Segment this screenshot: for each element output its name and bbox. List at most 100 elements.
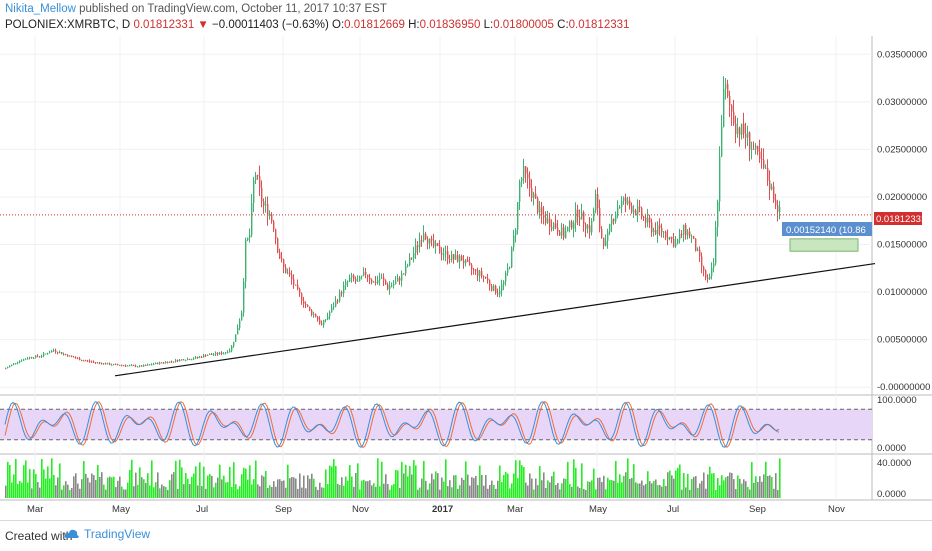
volume-bar bbox=[5, 485, 7, 498]
volume-bar bbox=[231, 486, 233, 498]
measure-range-box[interactable] bbox=[789, 238, 859, 252]
volume-bar bbox=[585, 489, 587, 498]
candle-body bbox=[13, 363, 15, 365]
volume-tick-label: 0.0000 bbox=[877, 489, 906, 500]
volume-bar bbox=[369, 480, 371, 498]
candle-body bbox=[9, 365, 11, 368]
candle-body bbox=[439, 245, 441, 253]
candle-body bbox=[349, 277, 351, 282]
volume-bar bbox=[503, 475, 505, 498]
candle-body bbox=[615, 214, 617, 222]
candle-body bbox=[129, 365, 131, 367]
candle-body bbox=[659, 225, 661, 229]
candle-body bbox=[543, 214, 545, 218]
volume-bar bbox=[43, 469, 45, 498]
time-axis[interactable]: Mar May Jul Sep Nov 2017 Mar May Jul Sep Nov bbox=[27, 504, 845, 515]
candle-body bbox=[353, 275, 355, 279]
volume-bar bbox=[343, 485, 345, 498]
volume-bar bbox=[229, 466, 231, 498]
volume-bar bbox=[713, 473, 715, 498]
candle-body bbox=[511, 247, 513, 268]
volume-bar bbox=[187, 478, 189, 498]
volume-bar bbox=[629, 478, 631, 498]
candle-body bbox=[127, 365, 129, 367]
candle-body bbox=[95, 362, 97, 364]
candle-body bbox=[745, 133, 747, 138]
candle-body bbox=[253, 180, 255, 204]
candle-body bbox=[635, 210, 637, 215]
candle-body bbox=[29, 357, 31, 359]
candle-body bbox=[105, 363, 107, 365]
support-trendline[interactable] bbox=[114, 262, 876, 377]
volume-bar bbox=[305, 488, 307, 498]
candle-body bbox=[347, 281, 349, 283]
tradingview-brand[interactable]: TradingView bbox=[64, 527, 150, 541]
volume-bar bbox=[457, 488, 459, 498]
candle-body bbox=[161, 362, 163, 364]
trendline[interactable] bbox=[114, 238, 876, 377]
candle-body bbox=[701, 256, 703, 267]
volume-bar bbox=[179, 459, 181, 498]
volume-bar bbox=[765, 461, 767, 498]
candle-body bbox=[687, 231, 689, 236]
candle-body bbox=[363, 271, 365, 276]
volume-bar bbox=[205, 488, 207, 498]
volume-bar bbox=[181, 467, 183, 498]
volume-bar bbox=[141, 477, 143, 498]
candle-body bbox=[71, 355, 73, 357]
candle-body bbox=[679, 233, 681, 240]
candle-body bbox=[479, 271, 481, 276]
volume-bar bbox=[37, 482, 39, 498]
volume-bar bbox=[529, 473, 531, 498]
volume-bar bbox=[499, 465, 501, 498]
volume-bar bbox=[527, 485, 529, 498]
volume-bar bbox=[657, 485, 659, 498]
candle-body bbox=[565, 231, 567, 238]
candle-body bbox=[405, 265, 407, 274]
candle-body bbox=[637, 206, 639, 215]
volume-bar bbox=[707, 474, 709, 498]
candle-body bbox=[661, 228, 663, 233]
volume-bar bbox=[169, 480, 171, 498]
volume-bar bbox=[581, 463, 583, 498]
candle-body bbox=[731, 105, 733, 112]
volume-bar bbox=[465, 461, 467, 498]
volume-bar bbox=[313, 478, 315, 498]
volume-bar bbox=[65, 481, 67, 498]
candle-body bbox=[97, 362, 99, 364]
volume-bar bbox=[291, 477, 293, 498]
volume-bar bbox=[393, 484, 395, 498]
symbol-label[interactable]: POLONIEX:XMRBTC, D bbox=[5, 19, 131, 31]
candle-body bbox=[203, 355, 205, 358]
candle-body bbox=[779, 207, 781, 213]
volume-bar bbox=[251, 484, 253, 498]
volume-bar bbox=[215, 482, 217, 498]
volume-bar bbox=[473, 478, 475, 498]
candle-body bbox=[229, 350, 231, 353]
volume-bar bbox=[509, 488, 511, 498]
footer: Created with TradingView bbox=[0, 520, 932, 551]
candle-body bbox=[87, 360, 89, 362]
candle-body bbox=[73, 356, 75, 358]
volume-bar bbox=[147, 473, 149, 498]
volume-bar bbox=[703, 472, 705, 498]
candle-body bbox=[625, 197, 627, 204]
candle-body bbox=[515, 229, 517, 236]
volume-bar bbox=[171, 474, 173, 498]
time-tick-label: Nov bbox=[828, 504, 845, 515]
low-label: L: bbox=[483, 19, 494, 31]
volume-bar bbox=[739, 478, 741, 498]
chart-canvas[interactable]: 0.03500000 0.03000000 0.02500000 0.02000000… bbox=[0, 0, 932, 520]
time-tick-label: Jul bbox=[667, 504, 679, 515]
price-axis[interactable]: 0.03500000 0.03000000 0.02500000 0.02000000… bbox=[877, 49, 930, 393]
time-tick-label: Mar bbox=[27, 504, 43, 515]
candle-body bbox=[135, 365, 137, 367]
candle-body bbox=[645, 217, 647, 223]
author-link[interactable]: Nikita_Mellow bbox=[5, 3, 76, 15]
volume-bar bbox=[389, 489, 391, 498]
measure-label-box bbox=[782, 222, 872, 236]
volume-bar bbox=[421, 478, 423, 498]
volume-bar bbox=[441, 477, 443, 498]
candle-body bbox=[337, 300, 339, 302]
candle-body bbox=[169, 361, 171, 363]
